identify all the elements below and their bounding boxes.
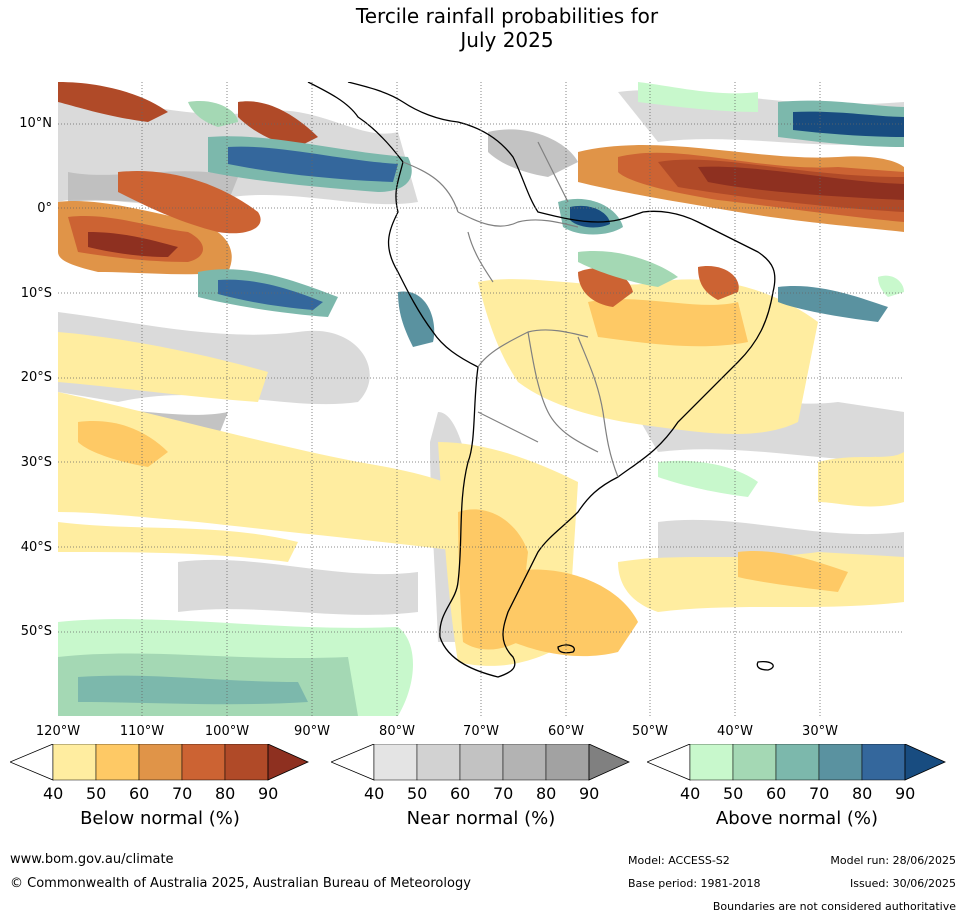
- below-swatch: [181, 744, 226, 781]
- below-tick: 80: [215, 784, 236, 803]
- below-swatch: [267, 744, 309, 781]
- colorbar-near-normal: [331, 744, 630, 781]
- below-swatch: [138, 744, 183, 781]
- colorbar-above-normal: [647, 744, 946, 781]
- issued-text: Issued: 30/06/2025: [849, 877, 956, 890]
- below-normal-label: Below normal (%): [80, 808, 240, 829]
- below-tick: 40: [43, 784, 64, 803]
- near-swatch: [416, 744, 461, 781]
- lon-label-100w: 100°W: [204, 724, 250, 739]
- colorbar-below-normal: [10, 744, 309, 781]
- rainfall-probability-map: [58, 82, 904, 716]
- above-normal-patches: [58, 82, 904, 716]
- below-tick: 60: [129, 784, 150, 803]
- below-swatch: [224, 744, 269, 781]
- above-swatch: [861, 744, 906, 781]
- lon-label-120w: 120°W: [35, 724, 81, 739]
- lon-label-70w: 70°W: [463, 724, 499, 739]
- lat-label-10n: 10°N: [19, 116, 52, 131]
- lat-label-0: 0°: [37, 201, 52, 216]
- coastline: [307, 82, 776, 678]
- above-swatch: [818, 744, 863, 781]
- lat-label-10s: 10°S: [20, 286, 52, 301]
- near-swatch: [459, 744, 504, 781]
- above-tick: 90: [895, 784, 916, 803]
- copyright-text: © Commonwealth of Australia 2025, Austra…: [10, 876, 471, 891]
- near-tick: 90: [579, 784, 600, 803]
- model-run-text: Model run: 28/06/2025: [830, 854, 956, 867]
- above-swatch: [732, 744, 777, 781]
- near-normal-label: Near normal (%): [406, 808, 556, 829]
- lon-label-50w: 50°W: [632, 724, 668, 739]
- below-swatch: [95, 744, 140, 781]
- below-tick: 50: [86, 784, 107, 803]
- title-line-2: July 2025: [460, 28, 554, 52]
- above-normal-label: Above normal (%): [715, 808, 879, 829]
- below-tick: 90: [258, 784, 279, 803]
- lon-label-80w: 80°W: [379, 724, 415, 739]
- above-tick: 50: [723, 784, 744, 803]
- near-swatch: [545, 744, 590, 781]
- above-swatch: [775, 744, 820, 781]
- above-tick: 40: [680, 784, 701, 803]
- title-line-1: Tercile rainfall probabilities for: [355, 4, 659, 28]
- near-tick: 80: [536, 784, 557, 803]
- below-normal-high-patches: [58, 82, 904, 307]
- lat-label-40s: 40°S: [20, 540, 52, 555]
- lon-label-60w: 60°W: [548, 724, 584, 739]
- above-tick: 60: [766, 784, 787, 803]
- near-swatch: [588, 744, 630, 781]
- near-tick: 70: [493, 784, 514, 803]
- lon-label-110w: 110°W: [119, 724, 165, 739]
- near-swatch: [502, 744, 547, 781]
- above-tick: 80: [852, 784, 873, 803]
- above-swatch: [904, 744, 946, 781]
- model-text: Model: ACCESS-S2: [628, 854, 730, 867]
- lon-label-40w: 40°W: [717, 724, 753, 739]
- near-tick: 40: [364, 784, 385, 803]
- lat-label-20s: 20°S: [20, 370, 52, 385]
- website-text: www.bom.gov.au/climate: [10, 852, 174, 867]
- near-swatch: [373, 744, 418, 781]
- above-swatch: [689, 744, 734, 781]
- country-borders: [402, 141, 619, 478]
- below-tick: 70: [172, 784, 193, 803]
- lat-label-50s: 50°S: [20, 624, 52, 639]
- below-swatch: [52, 744, 97, 781]
- graticule: [58, 82, 904, 716]
- lat-label-30s: 30°S: [20, 455, 52, 470]
- near-tick: 50: [407, 784, 428, 803]
- lon-label-30w: 30°W: [802, 724, 838, 739]
- above-tick: 70: [809, 784, 830, 803]
- base-period-text: Base period: 1981-2018: [628, 877, 761, 890]
- near-tick: 60: [450, 784, 471, 803]
- chart-title: Tercile rainfall probabilities for July …: [0, 4, 965, 52]
- disclaimer-text: Boundaries are not considered authoritat…: [712, 900, 956, 913]
- lon-label-90w: 90°W: [294, 724, 330, 739]
